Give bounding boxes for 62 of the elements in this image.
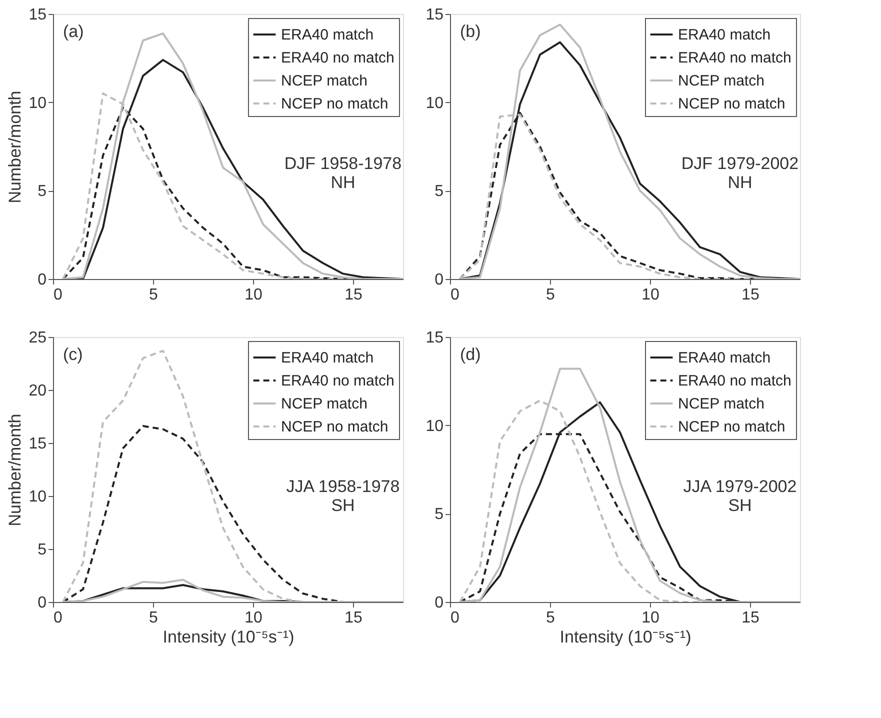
- y-tick-label: 0: [38, 272, 47, 288]
- legend-label: NCEP match: [281, 396, 368, 412]
- legend-label: ERA40 no match: [281, 372, 394, 390]
- x-tick-label: 10: [642, 286, 660, 304]
- y-tick-label: 5: [434, 183, 444, 200]
- x-tick-label: 15: [742, 286, 760, 304]
- annotation: DJF 1979-2002 NH: [681, 154, 799, 192]
- legend-label: ERA40 no match: [281, 50, 394, 66]
- y-tick-label: 25: [28, 330, 47, 346]
- legend-label: NCEP no match: [678, 418, 786, 436]
- y-tick-label: 0: [434, 594, 444, 612]
- x-tick-label: 5: [546, 286, 556, 304]
- y-tick-label: 5: [38, 542, 47, 558]
- y-tick-label: 10: [426, 94, 444, 112]
- x-tick-label: 15: [344, 286, 362, 304]
- x-axis-title: Intensity (10⁻⁵s⁻¹): [162, 628, 294, 646]
- y-tick-label: 15: [426, 330, 444, 346]
- x-tick-label: 15: [344, 610, 362, 626]
- x-tick-label: 5: [149, 610, 158, 626]
- x-tick-label: 0: [54, 610, 62, 626]
- legend-label: NCEP match: [678, 396, 764, 412]
- x-tick-label: 10: [244, 610, 262, 626]
- y-tick-label: 5: [434, 506, 444, 524]
- legend-label: ERA40 match: [678, 26, 771, 44]
- legend-label: NCEP match: [281, 72, 368, 90]
- x-axis-title: Intensity (10⁻⁵s⁻¹): [560, 628, 692, 646]
- legend-label: NCEP no match: [678, 96, 786, 112]
- y-tick-label: 20: [28, 382, 47, 400]
- legend-label: NCEP no match: [281, 96, 388, 112]
- y-tick-label: 15: [28, 436, 47, 452]
- x-tick-label: 0: [54, 286, 62, 304]
- x-tick-label: 0: [450, 610, 460, 626]
- x-tick-label: 10: [244, 286, 262, 304]
- x-tick-label: 5: [546, 610, 556, 626]
- y-axis-title: Number/month: [6, 90, 25, 204]
- annotation: JJA 1958-1978 SH: [286, 477, 400, 515]
- y-tick-label: 10: [28, 488, 47, 506]
- annotation: DJF 1958-1978 NH: [284, 154, 402, 192]
- y-tick-label: 10: [28, 94, 47, 112]
- x-tick-label: 5: [149, 286, 158, 304]
- legend-label: NCEP match: [678, 72, 764, 90]
- y-tick-label: 15: [28, 6, 47, 24]
- legend-label: ERA40 no match: [678, 372, 792, 390]
- x-tick-label: 10: [642, 610, 660, 626]
- x-tick-label: 15: [742, 610, 760, 626]
- annotation: (d): [460, 345, 481, 364]
- y-axis-title: Number/month: [6, 414, 25, 526]
- y-tick-label: 0: [434, 272, 444, 288]
- y-tick-label: 0: [38, 594, 47, 612]
- annotation: JJA 1979-2002 SH: [683, 477, 797, 515]
- y-tick-label: 10: [426, 418, 444, 435]
- y-tick-label: 15: [426, 6, 444, 24]
- legend-label: ERA40 match: [678, 350, 771, 366]
- annotation: (b): [460, 22, 481, 41]
- annotation: (c): [63, 345, 83, 364]
- legend-label: ERA40 match: [281, 350, 374, 366]
- x-tick-label: 0: [450, 286, 460, 304]
- legend-label: ERA40 no match: [678, 50, 792, 66]
- legend-label: ERA40 match: [281, 26, 374, 44]
- y-tick-label: 5: [38, 183, 47, 200]
- legend-label: NCEP no match: [281, 418, 388, 436]
- annotation: (a): [63, 22, 84, 41]
